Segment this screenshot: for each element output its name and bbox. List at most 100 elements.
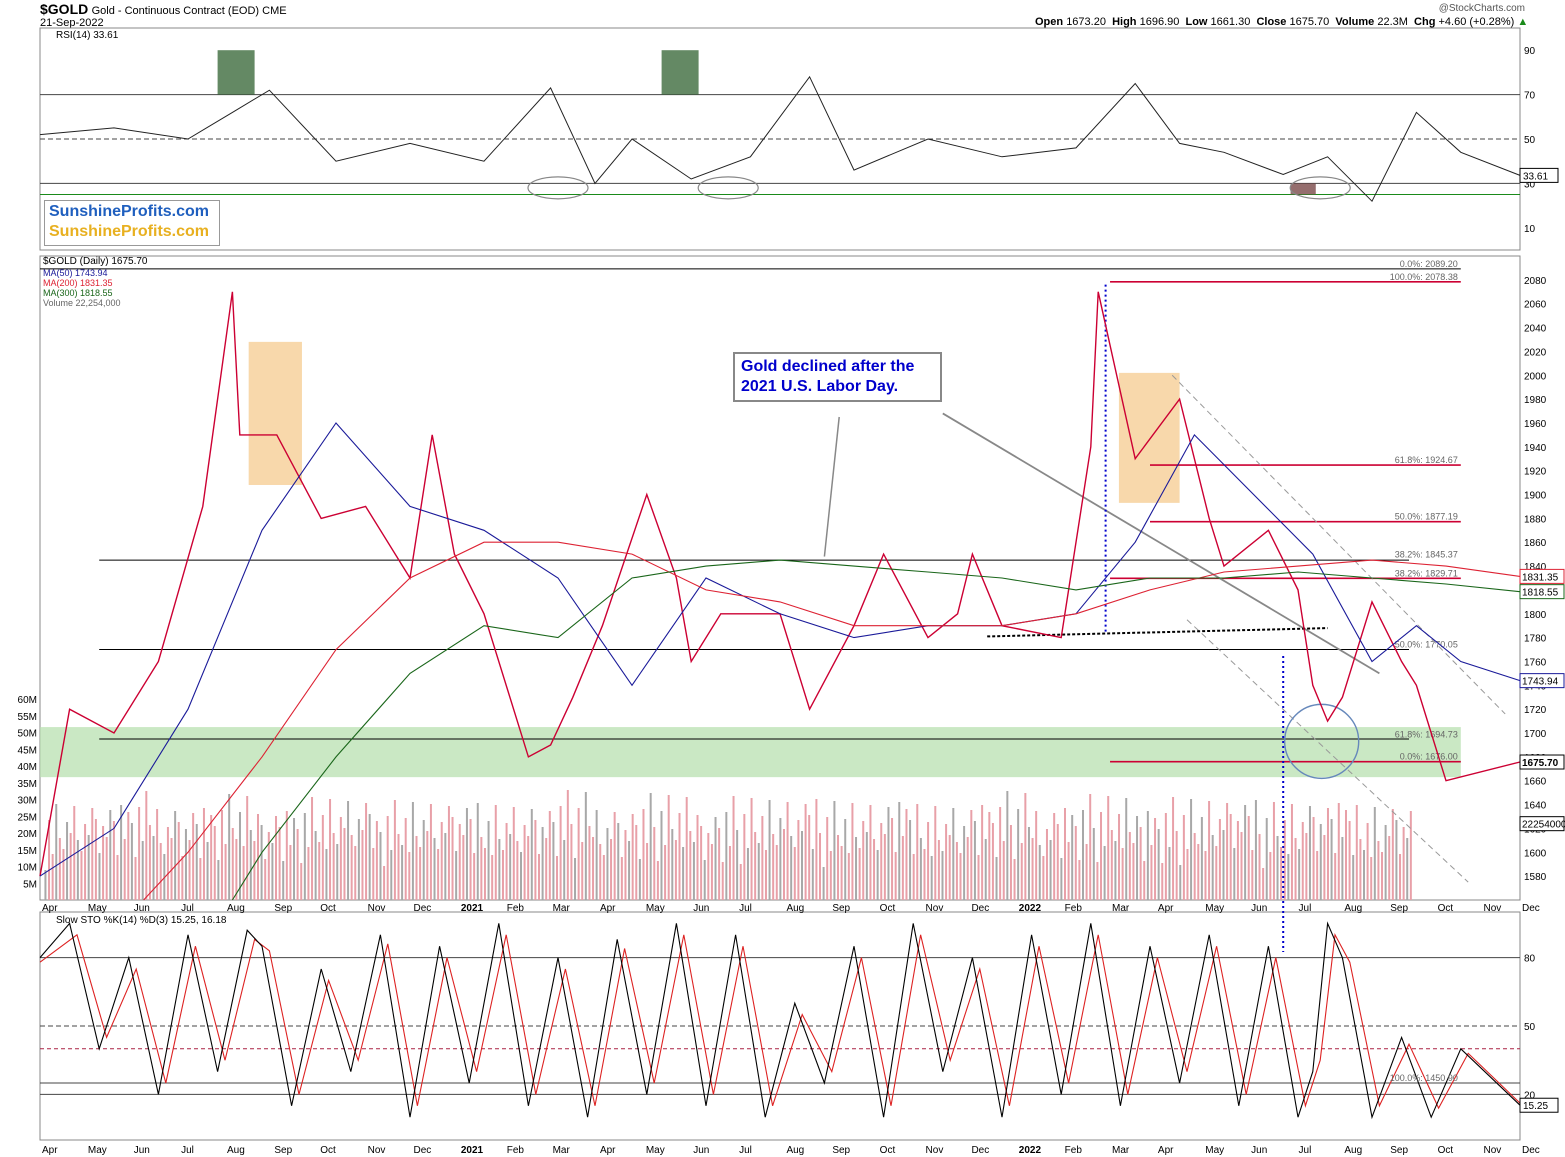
volume-bar: [130, 823, 133, 900]
symbol: $GOLD: [40, 1, 89, 17]
volume-bar: [1348, 821, 1351, 900]
volume-bar: [819, 833, 822, 900]
volume-bar: [955, 842, 958, 900]
volume-bar: [426, 831, 429, 900]
volume-bar: [1182, 815, 1185, 900]
support-zone: [40, 727, 1461, 778]
volume-bar: [858, 848, 861, 900]
volume-bar: [1017, 809, 1020, 900]
x-axis-label: Oct: [1438, 903, 1454, 914]
volume-bar: [1103, 846, 1106, 900]
rsi-overbought-area: [217, 50, 255, 95]
rsi-ytick: 70: [1524, 91, 1536, 102]
volume-bar: [1316, 851, 1319, 900]
volume-bar: [1085, 844, 1088, 900]
volume-bar: [1081, 810, 1084, 900]
volume-bar: [1078, 860, 1081, 900]
volume-bar: [483, 848, 486, 900]
volume-bar: [797, 820, 800, 900]
x-axis-label: Dec: [971, 903, 989, 914]
volume-bar: [1265, 818, 1268, 900]
volume-bar: [667, 795, 670, 900]
volume-bar: [534, 820, 537, 900]
volume-bar: [1226, 803, 1229, 900]
volume-bar: [1330, 819, 1333, 900]
volume-bar: [238, 812, 241, 900]
volume-bar: [184, 829, 187, 900]
volume-bar: [264, 859, 267, 900]
volume-bar: [934, 806, 937, 900]
volume-bar: [1359, 839, 1362, 900]
volume-bar: [411, 802, 414, 900]
volume-bar: [1063, 808, 1066, 900]
volume-bar: [365, 803, 368, 900]
volume-bar: [1150, 845, 1153, 900]
volume-bar: [1136, 816, 1139, 900]
right-badge-label: 22254000: [1522, 820, 1565, 831]
volume-ytick: 55M: [18, 712, 37, 723]
blue-circle-marker: [1283, 703, 1360, 780]
x-axis-label-bottom: May: [646, 1145, 665, 1156]
volume-bar: [422, 820, 425, 900]
price-ytick: 2020: [1524, 347, 1547, 358]
volume-label: Volume: [1335, 16, 1375, 28]
x-axis-label-bottom: May: [1205, 1145, 1224, 1156]
volume-bar: [642, 809, 645, 900]
volume-bar: [156, 809, 159, 900]
volume-bar: [202, 808, 205, 900]
price-ytick: 1640: [1524, 801, 1547, 812]
volume-bar: [401, 845, 404, 900]
volume-bar: [1244, 805, 1247, 900]
volume-bar: [1164, 813, 1167, 900]
volume-ytick: 10M: [18, 863, 37, 874]
volume-bar: [963, 826, 966, 900]
volume-bar: [981, 805, 984, 900]
price-ytick: 1600: [1524, 848, 1547, 859]
x-axis-label-bottom: Nov: [926, 1145, 944, 1156]
volume-bar: [51, 854, 54, 900]
volume-bar: [757, 843, 760, 900]
volume-bar: [141, 841, 144, 900]
price-legend-item: MA(200) 1831.35: [43, 278, 113, 288]
volume-bar: [746, 848, 749, 900]
volume-bar: [311, 797, 314, 900]
volume-bar: [1067, 842, 1070, 900]
high-label: High: [1112, 16, 1137, 28]
volume-bar: [192, 813, 195, 900]
volume-bar: [1186, 849, 1189, 900]
volume-bar: [123, 839, 126, 900]
volume-bar: [246, 796, 249, 900]
volume-bar: [617, 823, 620, 900]
volume-bar: [1092, 828, 1095, 900]
x-axis-label: May: [1205, 903, 1224, 914]
price-ytick: 1900: [1524, 491, 1547, 502]
volume-bar: [87, 835, 90, 900]
volume-bar: [948, 835, 951, 900]
volume-bar: [685, 797, 688, 900]
volume-bar: [1002, 841, 1005, 900]
volume-bar: [941, 851, 944, 900]
volume-bar: [1355, 805, 1358, 900]
volume-bar: [1254, 800, 1257, 900]
volume-bar: [610, 839, 613, 900]
rsi-ytick: 10: [1524, 224, 1536, 235]
volume-bar: [275, 816, 278, 900]
volume-bar: [372, 848, 375, 900]
volume-bar: [1290, 804, 1293, 900]
volume-bar: [898, 802, 901, 900]
volume-bar: [1157, 829, 1160, 900]
volume-bar: [707, 833, 710, 900]
volume-bar: [361, 830, 364, 900]
volume-bar: [469, 819, 472, 900]
volume-bar: [1071, 815, 1074, 900]
volume-bar: [105, 837, 108, 900]
volume-bar: [217, 860, 220, 900]
volume-bar: [1027, 827, 1030, 900]
x-axis-label-bottom: Apr: [1158, 1145, 1174, 1156]
volume-bar: [220, 810, 223, 900]
volume-bar: [80, 851, 83, 900]
volume-bar: [1337, 803, 1340, 900]
x-axis-label: May: [88, 903, 107, 914]
volume-bar: [952, 808, 955, 900]
right-badge: [1519, 816, 1565, 832]
